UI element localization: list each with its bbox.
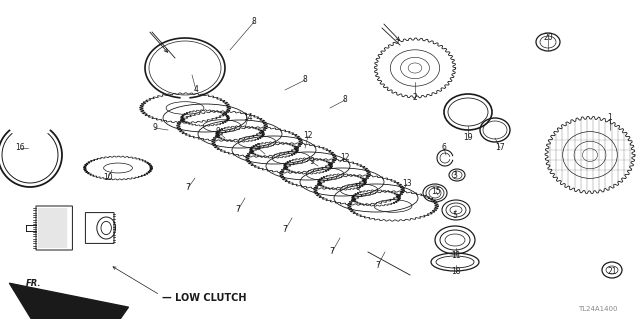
Text: 8: 8 (303, 76, 307, 85)
Text: 7: 7 (330, 248, 335, 256)
Text: 12: 12 (340, 153, 349, 162)
Text: 13: 13 (402, 180, 412, 189)
Text: FR.: FR. (26, 279, 42, 288)
Text: 7: 7 (283, 226, 287, 234)
Text: 7: 7 (376, 261, 380, 270)
Text: 12: 12 (303, 131, 313, 140)
Text: 7: 7 (186, 183, 191, 192)
Text: 9: 9 (255, 144, 260, 152)
Text: 8: 8 (342, 95, 348, 105)
Text: 9: 9 (310, 158, 314, 167)
Text: TL24A1400: TL24A1400 (579, 306, 618, 312)
Text: 9: 9 (216, 128, 220, 137)
Text: 18: 18 (451, 268, 461, 277)
Text: 5: 5 (452, 211, 458, 219)
Text: 1: 1 (607, 114, 612, 122)
Text: 16: 16 (15, 144, 25, 152)
Text: 20: 20 (543, 33, 553, 42)
Text: 2: 2 (413, 93, 417, 102)
FancyBboxPatch shape (36, 206, 72, 250)
FancyBboxPatch shape (85, 212, 114, 243)
Text: 10: 10 (103, 174, 113, 182)
Text: 21: 21 (607, 268, 617, 277)
Text: 9: 9 (356, 183, 360, 192)
Text: 11: 11 (451, 250, 461, 259)
Text: — LOW CLUTCH: — LOW CLUTCH (162, 293, 246, 303)
Text: 9: 9 (152, 123, 157, 132)
Text: 8: 8 (252, 18, 257, 26)
Text: 6: 6 (442, 144, 447, 152)
Text: 14: 14 (243, 114, 253, 122)
Text: 17: 17 (495, 144, 505, 152)
Text: 4: 4 (193, 85, 198, 94)
Text: 15: 15 (431, 188, 441, 197)
Text: 19: 19 (463, 133, 473, 143)
Text: 7: 7 (236, 205, 241, 214)
Text: 3: 3 (452, 170, 458, 180)
